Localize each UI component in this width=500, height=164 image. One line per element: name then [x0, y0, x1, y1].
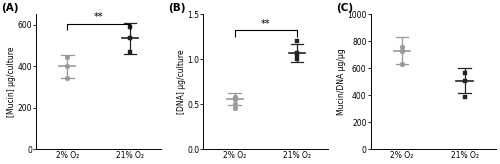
Y-axis label: [Mucin] μg/culture: [Mucin] μg/culture [7, 47, 16, 117]
Y-axis label: Mucin/DNA μg/μg: Mucin/DNA μg/μg [337, 49, 346, 115]
Y-axis label: [DNA] μg/culture: [DNA] μg/culture [176, 50, 186, 114]
Text: (C): (C) [336, 3, 353, 13]
Text: (B): (B) [168, 3, 186, 13]
Text: **: ** [261, 19, 270, 29]
Text: (A): (A) [1, 3, 18, 13]
Text: **: ** [94, 12, 104, 22]
